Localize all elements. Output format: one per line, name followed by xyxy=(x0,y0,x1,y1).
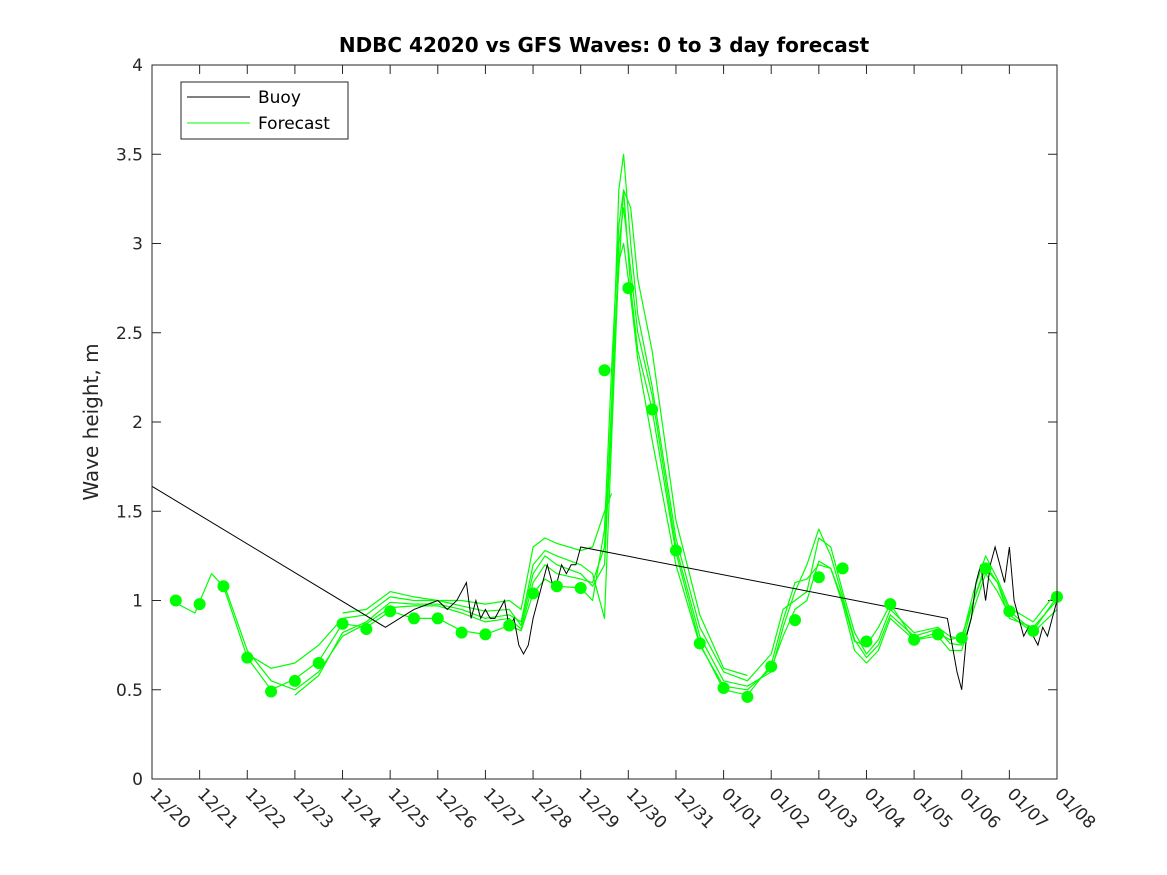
y-tick-labels: 0 0.5 1 1.5 2 2.5 3 3.5 4 xyxy=(116,56,143,790)
forecast-marker xyxy=(836,562,849,575)
legend-buoy-label: Buoy xyxy=(258,88,301,108)
forecast-marker xyxy=(336,617,349,630)
forecast-run-line xyxy=(613,189,748,677)
forecast-marker xyxy=(503,619,516,632)
y-tick-label: 2 xyxy=(132,413,143,433)
y-tick-label: 0 xyxy=(132,770,143,790)
forecast-marker xyxy=(741,690,754,703)
forecast-run-line xyxy=(342,493,613,614)
forecast-marker xyxy=(1027,624,1040,637)
forecast-marker xyxy=(812,571,825,584)
forecast-marker xyxy=(979,562,992,575)
y-axis-label: Wave height, m xyxy=(79,343,103,500)
forecast-marker xyxy=(550,580,563,593)
chart-title: NDBC 42020 vs GFS Waves: 0 to 3 day fore… xyxy=(339,33,870,57)
y-tick-label: 0.5 xyxy=(116,681,143,701)
forecast-marker xyxy=(884,598,897,611)
forecast-marker xyxy=(765,660,778,673)
forecast-marker xyxy=(360,623,373,636)
legend-box xyxy=(180,81,349,140)
forecast-marker xyxy=(717,681,730,694)
forecast-marker xyxy=(241,651,254,664)
forecast-marker xyxy=(169,594,182,607)
y-tick-label: 2.5 xyxy=(116,324,143,344)
legend-forecast-label: Forecast xyxy=(258,114,330,134)
forecast-marker xyxy=(622,282,635,295)
buoy-line xyxy=(151,485,1058,690)
y-tick-label: 1.5 xyxy=(116,502,143,522)
forecast-marker xyxy=(455,626,468,639)
y-tick-label: 3.5 xyxy=(116,145,143,165)
forecast-marker xyxy=(598,364,611,377)
plot-frame xyxy=(151,64,1058,780)
forecast-marker xyxy=(669,544,682,557)
forecast-marker xyxy=(931,628,944,641)
forecast-marker xyxy=(431,612,444,625)
forecast-marker xyxy=(1003,605,1016,618)
forecast-marker xyxy=(646,403,659,416)
forecast-marker xyxy=(217,580,230,593)
forecast-marker xyxy=(265,685,278,698)
y-tick-label: 3 xyxy=(132,235,143,255)
legend: Buoy Forecast xyxy=(180,81,349,140)
forecast-markers xyxy=(169,282,1063,703)
forecast-marker xyxy=(860,635,873,648)
forecast-marker xyxy=(908,633,921,646)
forecast-marker xyxy=(384,605,397,618)
forecast-marker xyxy=(527,587,540,600)
forecast-marker xyxy=(312,656,325,669)
forecast-marker xyxy=(288,674,301,687)
forecast-marker xyxy=(955,631,968,644)
y-tick-label: 4 xyxy=(132,56,143,76)
forecast-marker xyxy=(479,628,492,641)
forecast-marker xyxy=(693,637,706,650)
forecast-marker xyxy=(193,598,206,611)
y-tick-label: 1 xyxy=(132,592,143,612)
forecast-marker xyxy=(407,612,420,625)
forecast-marker xyxy=(574,582,587,595)
forecast-marker xyxy=(789,614,802,627)
plot-area xyxy=(152,65,1057,779)
